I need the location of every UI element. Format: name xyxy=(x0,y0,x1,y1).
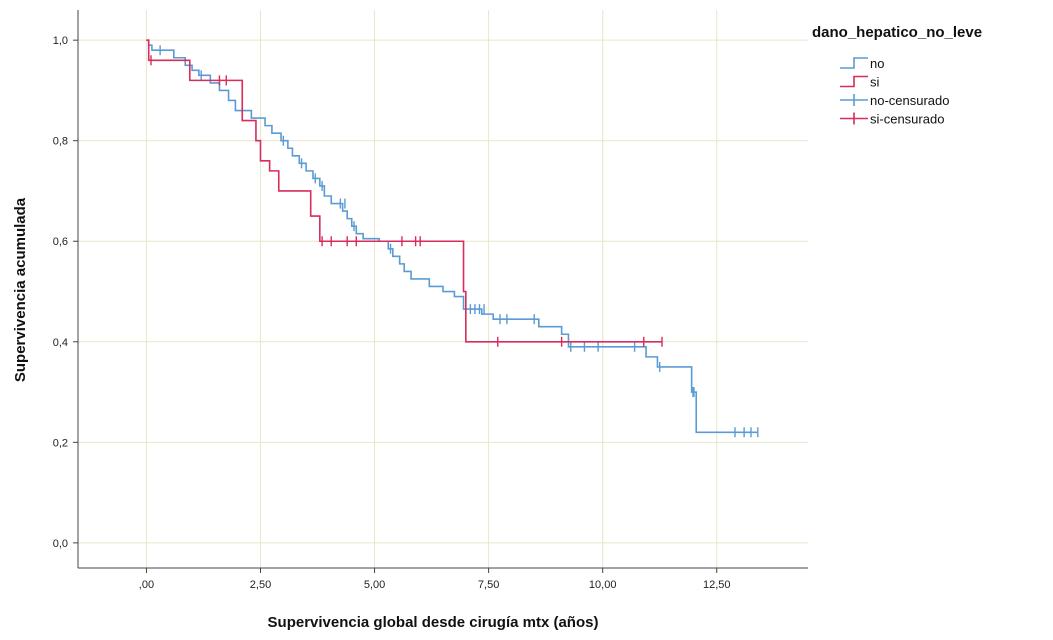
ticks: ,00 2,50 5,00 7,50 10,00 12,50 0,0 0,2 0,4 0,6 0,8… xyxy=(53,35,731,591)
axes xyxy=(77,10,808,569)
series xyxy=(146,39,759,438)
legend-label-no: no xyxy=(870,56,884,71)
legend-label-si-censurado: si-censurado xyxy=(870,112,944,127)
y-axis-title: Supervivencia acumulada xyxy=(12,197,29,382)
legend-title: dano_hepatico_no_leve xyxy=(812,24,982,41)
y-tick-label: 0,0 xyxy=(53,538,68,550)
x-tick-label: 2,50 xyxy=(250,579,271,591)
x-tick-label: ,00 xyxy=(139,579,154,591)
y-tick-label: 0,2 xyxy=(53,437,68,449)
y-tick-label: 0,6 xyxy=(53,236,68,248)
series-no-line xyxy=(146,39,758,434)
legend-label-si: si xyxy=(870,75,880,90)
grid xyxy=(78,10,808,568)
series-si-line xyxy=(146,39,662,343)
legend-label-no-censurado: no-censurado xyxy=(870,93,950,108)
x-axis-title: Supervivencia global desde cirugía mtx (… xyxy=(268,614,599,631)
y-tick-label: 0,8 xyxy=(53,136,68,148)
x-tick-label: 12,50 xyxy=(703,579,731,591)
legend-swatch-step xyxy=(840,57,868,69)
legend-swatch-step xyxy=(840,75,868,88)
x-tick-label: 10,00 xyxy=(589,579,617,591)
y-tick-label: 0,4 xyxy=(53,337,68,349)
x-tick-label: 7,50 xyxy=(478,579,499,591)
x-tick-label: 5,00 xyxy=(364,579,385,591)
y-tick-label: 1,0 xyxy=(53,35,68,47)
legend: dano_hepatico_no_leve no si no-censurado si… xyxy=(812,24,982,127)
